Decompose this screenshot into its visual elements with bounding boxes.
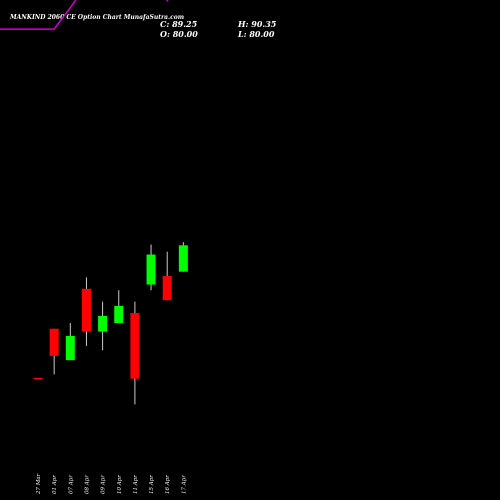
candle-body [146,254,156,285]
candle-8 [162,251,172,301]
x-tick-label: 08 Apr [84,475,90,494]
candle-body [65,335,75,361]
x-tick-label: 15 Apr [149,475,155,494]
close-readout: C: 89.25 [160,19,198,29]
candle-0 [33,377,43,380]
candle-9 [178,242,188,272]
x-tick-label: 11 Apr [133,475,139,494]
candle-3 [81,277,91,346]
x-tick-label: 07 Apr [68,475,74,494]
candle-body [49,328,59,356]
x-tick-label: 16 Apr [165,475,171,494]
indicator-bands [0,0,169,30]
candle-body [178,245,188,272]
candle-body [162,275,172,301]
candle-body [114,305,124,324]
candle-2 [65,323,75,361]
x-axis-ticks: 27 Mar 01 Apr 07 Apr 08 Apr 09 Apr 10 Apr 11 A… [36,473,187,495]
x-tick-label: 27 Mar [36,473,42,495]
low-readout: L: 80.00 [237,29,275,39]
candle-body [33,377,43,380]
x-tick-label: 01 Apr [52,475,58,494]
band-line-lower [0,0,169,30]
x-tick-label: 17 Apr [181,475,187,494]
chart-title: MANKIND 2060 CE Option Chart MunafaSutra… [9,14,184,21]
x-tick-label: 10 Apr [117,475,123,494]
candle-1 [49,328,59,375]
candle-6 [130,301,140,405]
candle-body [130,313,140,379]
open-readout: O: 80.00 [160,29,198,39]
candle-5 [114,290,124,324]
high-readout: H: 90.35 [237,19,277,29]
candle-7 [146,244,156,291]
candle-body [98,315,108,332]
candle-body [81,288,91,332]
candles [33,242,188,405]
x-tick-label: 09 Apr [101,475,107,494]
candle-4 [98,301,108,351]
